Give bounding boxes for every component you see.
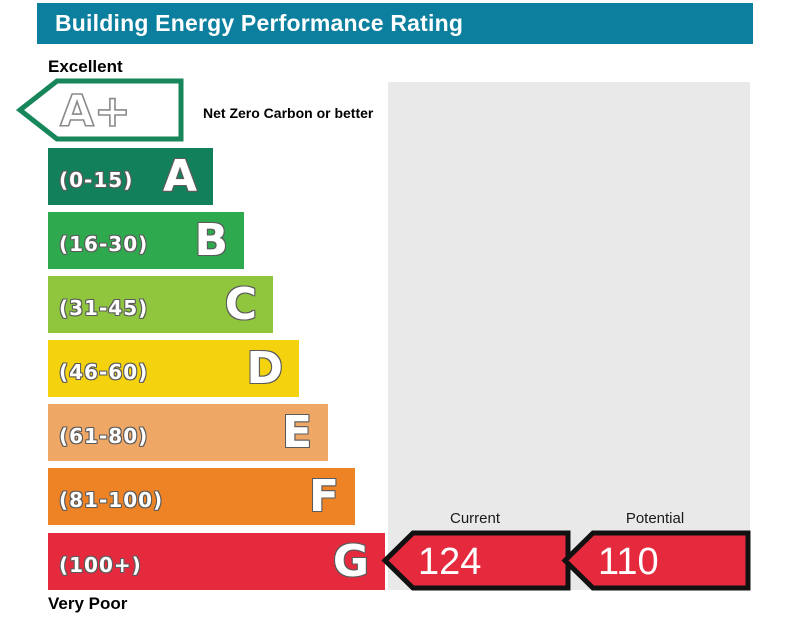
ratings-panel	[388, 82, 750, 590]
current-rating-arrow: 124	[381, 530, 571, 591]
band-letter: F	[308, 471, 339, 522]
band-row-f: (81-100) F	[48, 468, 355, 525]
band-range: (16-30)	[59, 232, 149, 256]
a-plus-arrow-shape	[15, 78, 184, 142]
net-zero-label: Net Zero Carbon or better	[203, 105, 374, 121]
band-row-d: (46-60) D	[48, 340, 299, 397]
page-title-bar: Building Energy Performance Rating	[37, 3, 753, 44]
band-row-g: (100+) G	[48, 533, 385, 590]
potential-rating-value: 110	[598, 541, 659, 583]
band-letter: D	[246, 343, 283, 394]
very-poor-label: Very Poor	[48, 594, 128, 613]
band-row-a: (0-15) A	[48, 148, 213, 205]
potential-column-label: Potential	[625, 510, 685, 527]
band-a-plus-arrow: A+	[15, 78, 184, 142]
band-row-e: (61-80) E	[48, 404, 328, 461]
page-title: Building Energy Performance Rating	[55, 10, 464, 36]
band-row-b: (16-30) B	[48, 212, 244, 269]
band-range: (100+)	[59, 553, 142, 577]
current-column-label: Current	[449, 510, 501, 527]
band-letter: E	[281, 407, 312, 458]
band-letter: A	[162, 151, 197, 202]
a-plus-label: A+	[60, 86, 131, 137]
band-range: (61-80)	[59, 424, 149, 448]
band-row-c: (31-45) C	[48, 276, 273, 333]
excellent-label: Excellent	[48, 57, 123, 76]
band-letter: B	[194, 215, 228, 266]
potential-rating-arrow: 110	[561, 530, 751, 591]
current-rating-value: 124	[418, 541, 481, 583]
potential-arrow-shape	[561, 530, 751, 591]
band-letter: G	[332, 536, 369, 587]
band-range: (31-45)	[59, 296, 149, 320]
band-letter: C	[224, 279, 257, 330]
band-range: (0-15)	[59, 168, 134, 192]
band-range: (81-100)	[59, 488, 164, 512]
band-range: (46-60)	[59, 360, 149, 384]
